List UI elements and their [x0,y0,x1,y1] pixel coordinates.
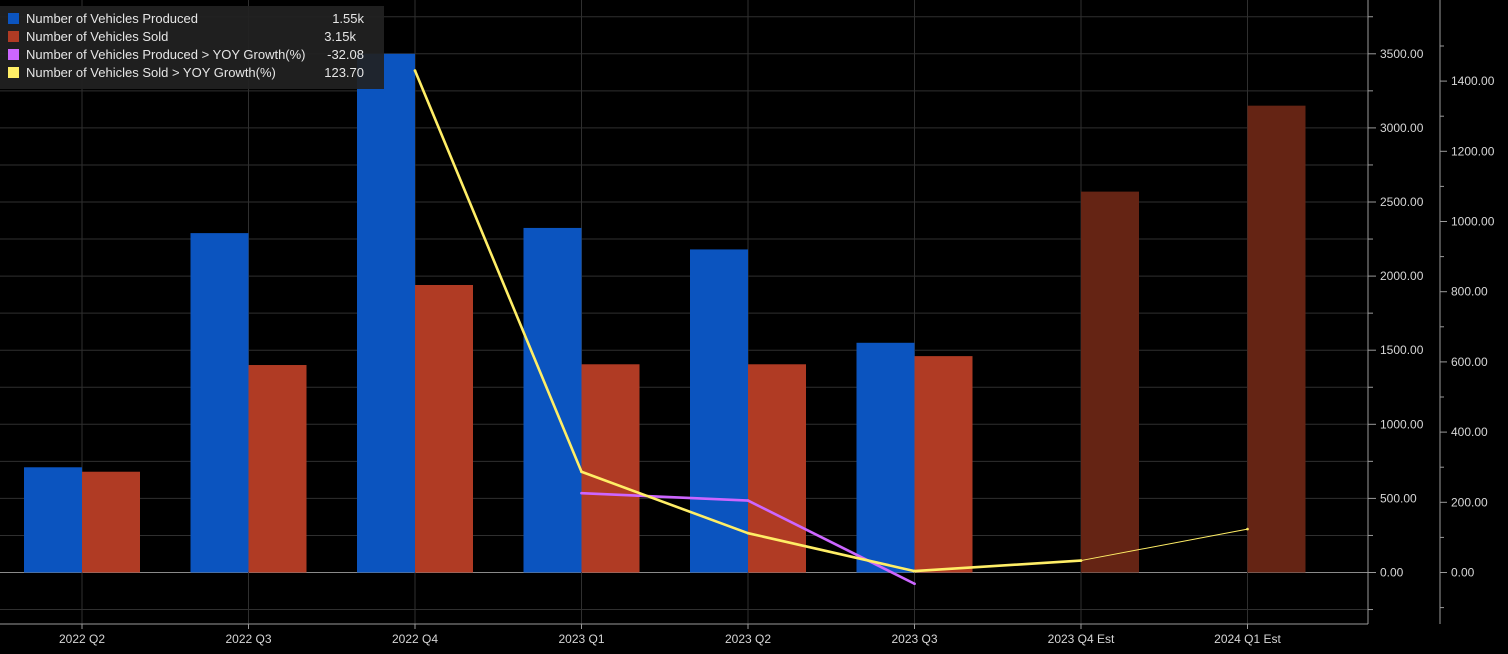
line-segment-sold-yoy [1080,528,1248,562]
line-segment-produced-yoy [746,499,916,586]
chart-axes: 0.00 500.00 1000.00 1500.00 2000.00 2500.00 30… [0,0,1495,646]
bar-vehicles-sold [415,284,473,573]
legend-value: -32.08 [327,47,364,62]
legend-label: Number of Vehicles Sold [26,29,169,44]
right-axis-tick-label: 600.00 [1451,355,1488,369]
line-segment-sold-yoy [746,531,916,573]
chart-legend: Number of Vehicles Produced 1.55k Number… [0,6,384,89]
bar-vehicles-sold [748,364,806,573]
point-produced-yoy [580,491,583,495]
category-tick-label: 2023 Q1 [558,632,604,646]
category-tick-label: 2024 Q1 Est [1214,632,1281,646]
legend-label: Number of Vehicles Produced [26,11,198,26]
legend-swatch [8,13,19,24]
category-tick-label: 2023 Q3 [891,632,937,646]
legend-value: 3.15k [324,29,356,44]
point-produced-yoy [746,499,750,502]
point-sold-yoy [1246,527,1249,531]
bar-vehicles-sold [581,364,640,573]
line-segment-sold-yoy [580,470,750,535]
bar-vehicles-sold-estimate [1081,191,1139,573]
left-axis-tick-label: 1000.00 [1380,417,1424,431]
bar-vehicles-produced [24,467,82,573]
bar-vehicles-produced [690,249,748,573]
right-axis-tick-label: 800.00 [1451,285,1488,299]
point-sold-yoy [413,69,417,72]
legend-label: Number of Vehicles Sold > YOY Growth(%) [26,65,276,80]
left-axis-tick-label: 1500.00 [1380,343,1424,357]
left-axis-tick-label: 2500.00 [1380,195,1424,209]
bar-vehicles-produced [190,233,249,573]
point-sold-yoy [746,531,750,535]
point-produced-yoy [913,582,916,586]
line-segment-produced-yoy [580,491,750,502]
left-axis-tick-label: 3500.00 [1380,47,1424,61]
bar-vehicles-produced [357,53,415,573]
legend-swatch [8,49,19,60]
line-segment-sold-yoy [413,69,583,474]
legend-swatch [8,67,19,78]
right-axis-tick-label: 1000.00 [1451,215,1495,229]
legend-value: 1.55k [332,11,364,26]
category-tick-label: 2023 Q4 Est [1048,632,1115,646]
bar-vehicles-produced [856,342,915,573]
category-tick-label: 2023 Q2 [725,632,771,646]
point-sold-yoy [1079,559,1083,562]
right-axis-tick-label: 400.00 [1451,425,1488,439]
legend-value: 123.70 [324,65,364,80]
category-tick-label: 2022 Q3 [225,632,271,646]
right-axis-tick-label: 1400.00 [1451,74,1495,88]
bar-vehicles-sold-estimate [1247,105,1306,573]
line-segment-sold-yoy [913,559,1083,573]
point-sold-yoy [580,470,583,474]
bar-vehicles-sold [82,471,140,573]
chart-lines [413,69,1249,586]
chart-bars [24,53,1306,573]
category-tick-label: 2022 Q2 [59,632,105,646]
point-sold-yoy [913,569,916,573]
right-axis-tick-label: 200.00 [1451,495,1488,509]
legend-label: Number of Vehicles Produced > YOY Growth… [26,47,306,62]
right-axis-tick-label: 1200.00 [1451,144,1495,158]
bar-vehicles-sold [914,356,973,573]
left-axis-tick-label: 2000.00 [1380,269,1424,283]
category-tick-label: 2022 Q4 [392,632,438,646]
legend-swatch [8,31,19,42]
left-axis-tick-label: 0.00 [1380,566,1404,580]
left-axis-tick-label: 500.00 [1380,491,1417,505]
right-axis-tick-label: 0.00 [1451,566,1475,580]
left-axis-tick-label: 3000.00 [1380,121,1424,135]
bar-vehicles-sold [248,365,307,573]
